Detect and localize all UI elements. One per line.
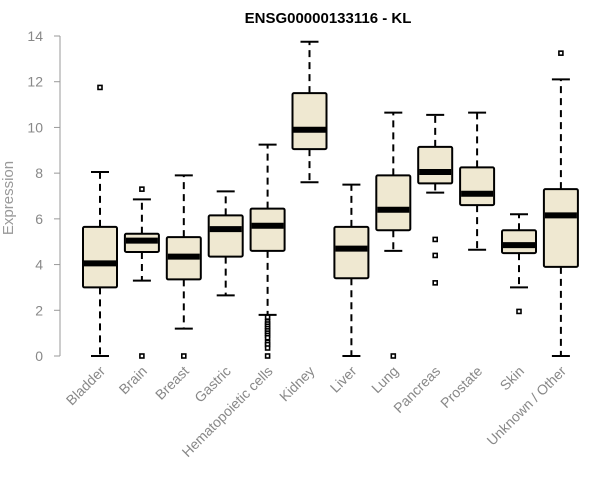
y-tick-label: 4 [35, 257, 43, 273]
y-tick-label: 2 [35, 302, 43, 318]
chart-title: ENSG00000133116 - KL [245, 10, 412, 27]
outlier-point [558, 50, 564, 56]
box-body [375, 174, 412, 232]
outlier-point [264, 353, 271, 359]
box-skin [501, 213, 537, 315]
x-tick-label: Prostate [437, 363, 485, 411]
y-tick-label: 6 [35, 211, 43, 227]
x-tick-label: Liver [327, 363, 360, 396]
x-tick-label: Brain [116, 363, 150, 397]
plot-area [82, 40, 579, 359]
outlier-point [390, 353, 397, 359]
outlier-point [139, 186, 145, 192]
x-tick-label: Pancreas [390, 363, 443, 416]
box-body [501, 229, 537, 255]
y-tick-label: 14 [27, 28, 43, 44]
x-tick-label: Breast [152, 363, 192, 403]
box-body [249, 207, 286, 252]
box-prostate [459, 111, 496, 251]
box-gastric [207, 190, 244, 297]
y-tick-label: 8 [35, 165, 43, 181]
outlier-point [264, 334, 271, 341]
outlier-point [139, 353, 145, 359]
outlier-point [264, 345, 271, 351]
outlier-point [264, 314, 271, 320]
box-pancreas [417, 113, 454, 286]
box-body [207, 214, 244, 258]
y-axis: 0 2 4 6 8 10 12 14 [27, 28, 61, 364]
y-tick-label: 0 [35, 348, 43, 364]
x-tick-label: Unknown / Other [483, 363, 569, 449]
outlier-point [432, 236, 439, 243]
x-tick-label: Lung [368, 363, 401, 396]
box-hematopoietic-cells [249, 143, 286, 359]
outlier-point [516, 308, 522, 315]
box-bladder [82, 84, 118, 357]
box-breast [165, 174, 202, 359]
box-kidney [291, 40, 328, 184]
box-body [417, 145, 454, 185]
box-body [333, 225, 370, 280]
x-tick-label: Bladder [63, 363, 109, 409]
box-body [82, 225, 118, 289]
box-lung [375, 111, 412, 359]
box-body [459, 166, 496, 207]
x-tick-label: Kidney [276, 363, 318, 405]
outlier-point [432, 252, 439, 259]
x-tick-label: Skin [497, 363, 528, 394]
y-tick-label: 10 [27, 119, 43, 135]
outlier-point [432, 280, 439, 286]
outlier-point [181, 353, 187, 359]
y-tick-label: 12 [27, 74, 43, 90]
box-unknown-other [542, 50, 579, 357]
box-body [291, 92, 328, 151]
box-brain [123, 186, 160, 359]
outlier-point [97, 84, 103, 91]
y-axis-label: Expression [0, 161, 17, 235]
box-liver [333, 183, 370, 357]
box-body [542, 188, 579, 268]
